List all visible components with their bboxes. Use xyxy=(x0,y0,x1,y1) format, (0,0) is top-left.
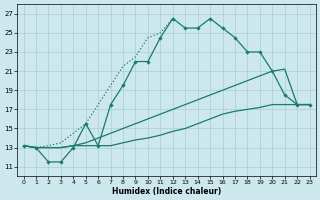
X-axis label: Humidex (Indice chaleur): Humidex (Indice chaleur) xyxy=(112,187,221,196)
